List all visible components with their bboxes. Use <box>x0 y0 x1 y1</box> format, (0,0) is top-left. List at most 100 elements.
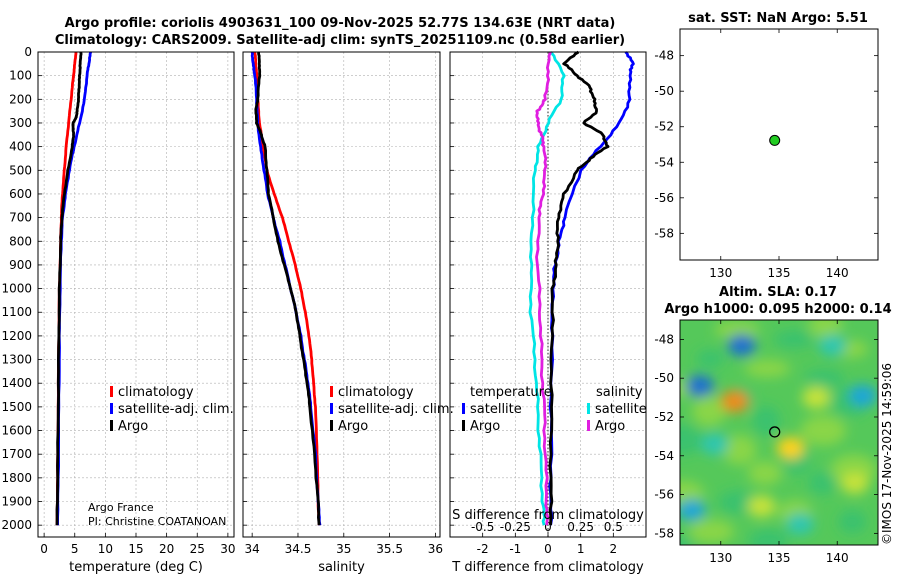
difference-legend: temperature salinity satellite Argo sate… <box>462 385 647 434</box>
sla-anomaly-blob <box>848 384 877 407</box>
legend-swatch-climatology <box>330 386 333 397</box>
y-tick-label: 1600 <box>1 424 32 438</box>
y-tick-label: 400 <box>9 140 32 154</box>
y-tick-label: 800 <box>9 234 32 248</box>
y-tick-label: -50 <box>654 84 674 98</box>
y-tick-label: 200 <box>9 92 32 106</box>
series-line-satellite-adj-clim- <box>250 51 322 526</box>
s-tick-label: 0.5 <box>604 520 623 534</box>
sla-texture <box>744 359 791 378</box>
y-tick-label: -58 <box>654 226 674 240</box>
sla-texture <box>748 529 789 545</box>
legend-swatch-satellite <box>110 403 113 414</box>
sst-map-title: sat. SST: NaN Argo: 5.51 <box>688 11 868 26</box>
y-tick-label: -54 <box>654 155 674 169</box>
y-tick-label: 600 <box>9 187 32 201</box>
sla-texture <box>838 509 867 534</box>
sla-texture <box>808 470 837 495</box>
y-tick-label: 1300 <box>1 353 32 367</box>
sla-anomaly-blob <box>685 374 714 397</box>
y-tick-label: 100 <box>9 69 32 83</box>
legend-swatch-s-argo <box>587 420 590 431</box>
y-tick-label: -50 <box>654 371 674 385</box>
x-tick-label: 2 <box>610 542 618 556</box>
y-tick-label: -56 <box>654 488 674 502</box>
sla-anomaly-blob <box>700 433 729 456</box>
legend-label-climatology: climatology <box>118 385 194 400</box>
timestamp: ©IMOS 17-Nov-2025 14:59:06 <box>880 363 894 545</box>
plot-frame <box>449 51 647 538</box>
s-tick-label: 0.25 <box>567 520 594 534</box>
y-tick-label: -48 <box>654 332 674 346</box>
s-difference-axis-label: S difference from climatology <box>452 508 644 523</box>
temperature-panel: 0100200300400500600700800900100011001200… <box>1 45 235 575</box>
sla-anomaly-blob <box>776 437 805 460</box>
y-tick-label: 1900 <box>1 495 32 509</box>
sla-anomaly-blob <box>818 334 847 357</box>
sla-texture <box>804 369 845 388</box>
legend-swatch-climatology <box>110 386 113 397</box>
series-line-argo <box>55 51 83 526</box>
y-tick-label: -52 <box>654 410 674 424</box>
legend-label-climatology: climatology <box>338 385 414 400</box>
legend-label-argo: Argo <box>118 419 148 434</box>
map-frame <box>679 28 879 261</box>
x-tick-label: 5 <box>71 542 79 556</box>
y-tick-label: 1800 <box>1 471 32 485</box>
sla-blobs <box>680 320 877 545</box>
legend-swatch-satellite <box>330 403 333 414</box>
legend-header-temperature: temperature <box>470 385 552 400</box>
s-tick-label: 0 <box>544 520 552 534</box>
legend-swatch-s-satellite <box>587 403 590 414</box>
x-tick-label: 35.5 <box>376 542 403 556</box>
legend-swatch-t-satellite <box>462 403 465 414</box>
legend-swatch-argo <box>110 420 113 431</box>
legend-header-salinity: salinity <box>596 385 643 400</box>
difference-panel: -2 -1 0 1 2 T difference from climatology -0.5… <box>449 50 647 575</box>
y-tick-label: 1100 <box>1 305 32 319</box>
x-tick-label: 140 <box>826 266 849 280</box>
y-tick-label: 1400 <box>1 376 32 390</box>
title-line-2: Climatology: CARS2009. Satellite-adj cli… <box>55 33 625 48</box>
series-line-argo <box>254 52 321 526</box>
x-tick-label: 140 <box>826 551 849 565</box>
y-tick-label: -56 <box>654 191 674 205</box>
legend-label-s-satellite: satellite <box>595 402 647 417</box>
x-tick-label: 15 <box>128 542 143 556</box>
y-tick-label: -52 <box>654 120 674 134</box>
x-axis-label: T difference from climatology <box>451 560 644 575</box>
y-tick-label: -48 <box>654 49 674 63</box>
x-tick-label: 135 <box>768 551 791 565</box>
map-background <box>680 29 878 260</box>
x-tick-label: 130 <box>709 551 732 565</box>
x-tick-label: 20 <box>159 542 174 556</box>
y-tick-label: 1700 <box>1 447 32 461</box>
y-tick-label: 700 <box>9 211 32 225</box>
x-tick-label: -1 <box>509 542 521 556</box>
sla-texture <box>680 425 703 456</box>
sla-texture <box>774 330 815 349</box>
y-tick-label: 1000 <box>1 282 32 296</box>
legend-label-satellite: satellite-adj. clim. <box>338 402 454 417</box>
sla-texture <box>800 415 847 446</box>
x-tick-label: 34.5 <box>285 542 312 556</box>
y-tick-label: -54 <box>654 449 674 463</box>
x-tick-label: 36 <box>428 542 443 556</box>
credit-line-2: PI: Christine COATANOAN <box>88 515 226 528</box>
x-tick-label: 1 <box>577 542 585 556</box>
sla-anomaly-blob <box>802 386 831 409</box>
sst-map-panel: 130 135 140 -48 -50 -52 -54 -56 -58 <box>654 28 879 280</box>
sla-texture <box>748 461 783 486</box>
y-tick-label: 2000 <box>1 518 32 532</box>
y-tick-label: 300 <box>9 116 32 130</box>
sla-texture <box>688 519 735 544</box>
sla-anomaly-blob <box>840 471 869 494</box>
series-line-t-argo <box>548 50 610 526</box>
sla-texture <box>692 396 727 427</box>
x-tick-label: 0 <box>544 542 552 556</box>
credit-line-1: Argo France <box>88 501 154 514</box>
legend-label-t-satellite: satellite <box>470 402 522 417</box>
sla-anomaly-blob <box>720 390 749 413</box>
temperature-legend: climatology satellite-adj. clim. Argo <box>110 385 234 434</box>
sla-texture <box>680 536 694 545</box>
